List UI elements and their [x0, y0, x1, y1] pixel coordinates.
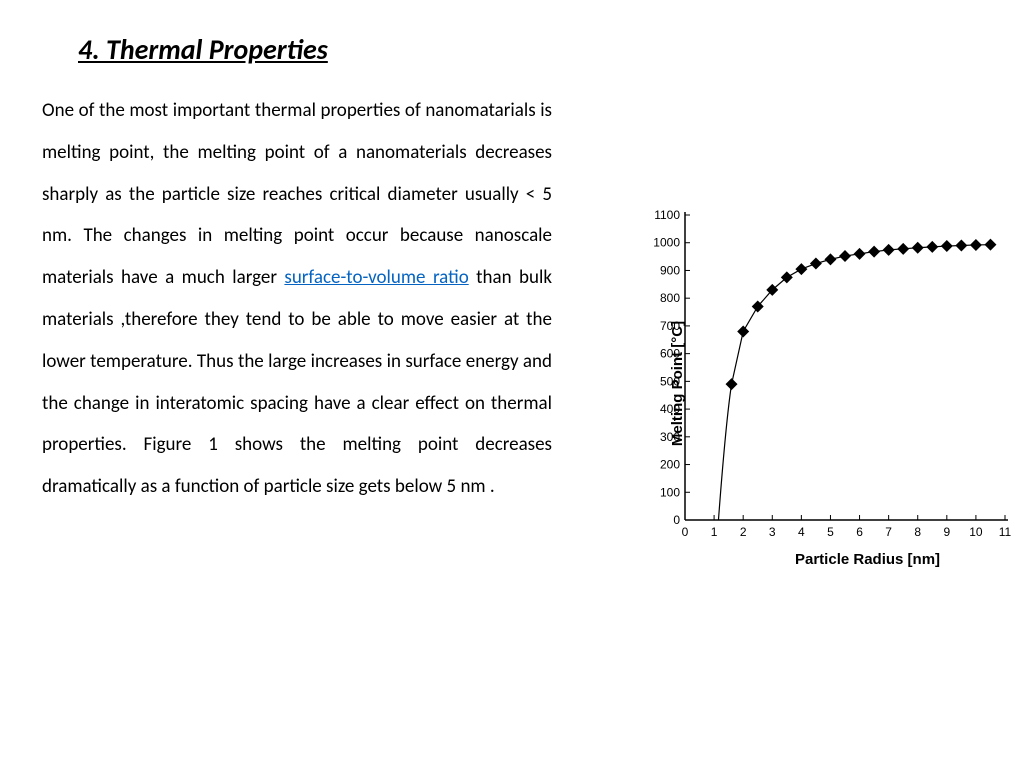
- melting-point-chart: Melting Point [°C] Particle Radius [nm] …: [620, 200, 1015, 570]
- svg-text:3: 3: [769, 525, 776, 539]
- svg-text:800: 800: [660, 291, 680, 305]
- body-text-a: One of the most important thermal proper…: [42, 99, 552, 289]
- svg-text:10: 10: [969, 525, 983, 539]
- svg-text:5: 5: [827, 525, 834, 539]
- svg-text:100: 100: [660, 485, 680, 499]
- svg-text:11: 11: [999, 525, 1012, 539]
- svg-text:2: 2: [740, 525, 747, 539]
- x-axis-label: Particle Radius [nm]: [795, 551, 940, 568]
- section-heading: 4. Thermal Properties: [78, 32, 328, 67]
- svg-text:4: 4: [798, 525, 805, 539]
- body-text-b: than bulk materials ,therefore they tend…: [42, 266, 552, 498]
- svg-text:200: 200: [660, 458, 680, 472]
- svg-text:0: 0: [682, 525, 689, 539]
- svg-text:0: 0: [673, 513, 680, 527]
- svg-text:9: 9: [943, 525, 950, 539]
- surface-to-volume-link[interactable]: surface-to-volume ratio: [284, 266, 468, 289]
- svg-text:8: 8: [914, 525, 921, 539]
- body-paragraph: One of the most important thermal proper…: [42, 90, 552, 508]
- svg-text:1: 1: [711, 525, 718, 539]
- svg-text:1000: 1000: [653, 236, 680, 250]
- svg-text:1100: 1100: [654, 208, 680, 222]
- svg-text:900: 900: [660, 263, 680, 277]
- svg-text:7: 7: [885, 525, 892, 539]
- y-axis-label: Melting Point [°C]: [669, 321, 686, 446]
- svg-text:6: 6: [856, 525, 863, 539]
